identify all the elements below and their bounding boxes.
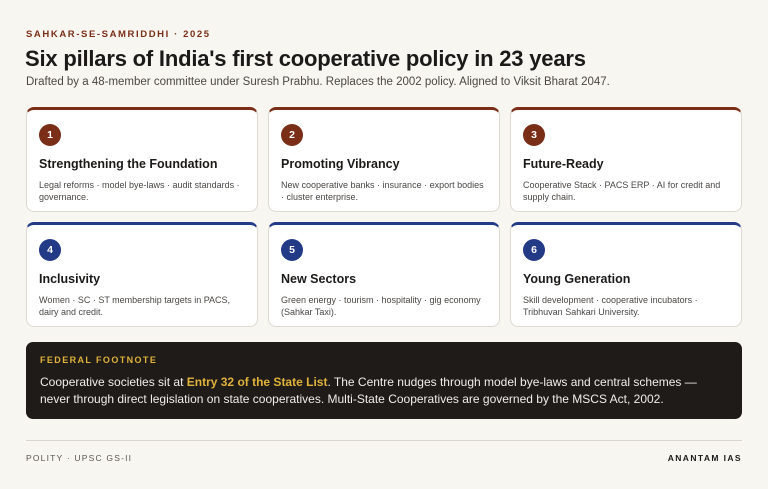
pillar-description: Cooperative Stack · PACS ERP · AI for cr… (523, 180, 721, 202)
pillar-card-5: 5 New Sectors Green energy · tourism · h… (268, 222, 500, 327)
footer-divider (26, 440, 742, 441)
pillars-grid: 1 Strengthening the Foundation Legal ref… (26, 107, 742, 327)
page-title: Six pillars of India's first cooperative… (25, 46, 586, 71)
pillar-card-4: 4 Inclusivity Women · SC · ST membership… (26, 222, 258, 327)
pillar-description: Skill development · cooperative incubato… (523, 295, 698, 317)
pillar-card-2: 2 Promoting Vibrancy New cooperative ban… (268, 107, 500, 212)
footer-subject-tag: POLITY · UPSC GS-II (26, 453, 133, 463)
pillar-number-badge: 2 (281, 124, 303, 146)
pillar-description: Legal reforms · model bye-laws · audit s… (39, 180, 240, 202)
pillar-title: Future-Ready (523, 157, 604, 171)
pillar-title: Strengthening the Foundation (39, 157, 218, 171)
footnote-text-before: Cooperative societies sit at (40, 375, 187, 389)
pillar-description: New cooperative banks · insurance · expo… (281, 180, 484, 202)
page-subtitle: Drafted by a 48-member committee under S… (26, 76, 610, 88)
footnote-highlight: Entry 32 of the State List (186, 375, 328, 389)
pillar-description: Green energy · tourism · hospitality · g… (281, 295, 481, 317)
footnote-text: Cooperative societies sit at Entry 32 of… (40, 374, 728, 408)
footnote-text-after: . The Centre nudges through model bye-la… (40, 375, 697, 406)
eyebrow-label: SAHKAR-SE-SAMRIDDHI · 2025 (26, 29, 211, 40)
pillar-title: New Sectors (281, 272, 357, 286)
footer-brand: ANANTAM IAS (667, 453, 742, 463)
pillar-title: Promoting Vibrancy (281, 157, 400, 171)
pillar-title: Young Generation (523, 272, 631, 286)
pillar-number-badge: 1 (39, 124, 61, 146)
pillar-number-badge: 3 (523, 124, 545, 146)
federal-footnote-box: FEDERAL FOOTNOTE Cooperative societies s… (26, 342, 742, 419)
footnote-label: FEDERAL FOOTNOTE (40, 355, 158, 365)
pillar-card-3: 3 Future-Ready Cooperative Stack · PACS … (510, 107, 742, 212)
pillar-title: Inclusivity (39, 272, 101, 286)
pillar-number-badge: 5 (281, 239, 303, 261)
pillar-number-badge: 4 (39, 239, 61, 261)
pillar-card-6: 6 Young Generation Skill development · c… (510, 222, 742, 327)
pillar-card-1: 1 Strengthening the Foundation Legal ref… (26, 107, 258, 212)
pillar-number-badge: 6 (523, 239, 545, 261)
pillar-description: Women · SC · ST membership targets in PA… (39, 295, 231, 317)
